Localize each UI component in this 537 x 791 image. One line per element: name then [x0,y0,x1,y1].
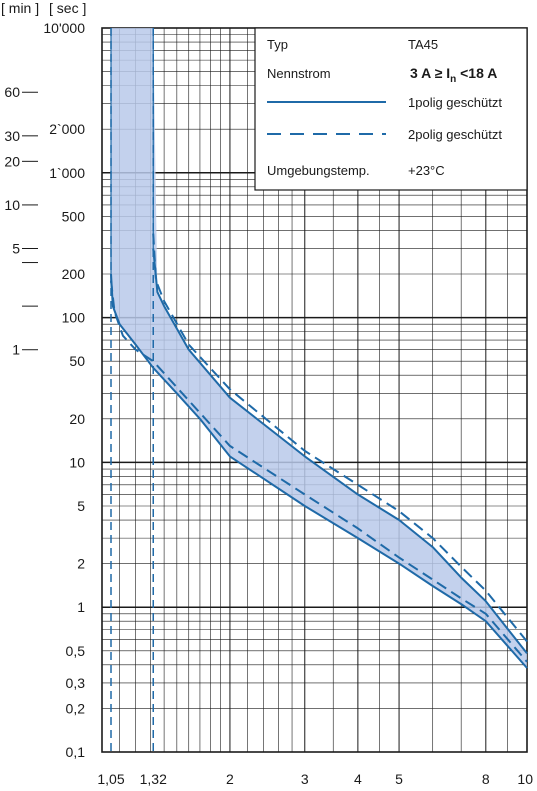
legend-box [254,27,528,191]
x-tick-label: 1,05 [97,771,124,787]
x-tick-label: 2 [226,771,234,787]
y-unit-min-label: [ min ] [1,0,39,16]
x-tick-label: 1,32 [140,771,167,787]
legend-value: +23°C [408,163,445,178]
legend-key: Nennstrom [267,66,331,81]
legend-key: Typ [267,37,288,52]
y-axis-ticks: 10'000 2`000 1`000 500 200 100 50 20 10 5 2 1 0,5 0,3… [4,20,85,760]
series-line-dashed-upper [152,233,528,643]
min-tick-label: 60 [4,84,20,100]
x-tick-label: 4 [354,771,362,787]
min-tick-label: 10 [4,197,20,213]
series-line-solid-upper [152,248,528,655]
y-tick-label: 2`000 [49,121,85,137]
y-tick-label: 0,2 [66,700,86,716]
legend-value: 3 A ≥ In <18 A [410,65,497,85]
series-line-dashed-lower [110,280,528,663]
y-unit-sec-label: [ sec ] [49,0,86,16]
min-tick-label: 5 [12,241,20,257]
y-tick-label: 50 [69,353,85,369]
x-tick-label: 8 [482,771,490,787]
legend-value: TA45 [408,37,438,52]
min-tick-label: 30 [4,128,20,144]
y-tick-label: 2 [77,556,85,572]
y-tick-label: 10'000 [43,20,85,36]
x-axis-ticks: 1,05 1,32 2 3 4 5 8 10 [97,771,533,787]
legend: Typ TA45 Nennstrom 3 A ≥ In <18 A 1polig ges… [254,27,528,191]
y-tick-label: 1 [77,599,85,615]
y-tick-label: 0,1 [66,744,86,760]
min-tick-label: 1 [12,342,20,358]
y-tick-label: 20 [69,411,85,427]
y-tick-label: 5 [77,498,85,514]
legend-value: 1polig geschützt [408,95,502,110]
x-tick-label: 10 [517,771,533,787]
y-tick-label: 1`000 [49,165,85,181]
min-tick-label: 20 [4,153,20,169]
tolerance-band [111,28,527,669]
legend-key: Umgebungstemp. [267,163,370,178]
x-tick-label: 3 [301,771,309,787]
y-tick-label: 0,5 [66,643,86,659]
y-tick-label: 100 [62,310,86,326]
series-group [110,28,528,752]
legend-value: 2polig geschützt [408,127,502,142]
y-tick-label: 10 [69,454,85,470]
y-tick-label: 200 [62,266,86,282]
y-tick-label: 500 [62,208,86,224]
series-line-solid-lower [110,273,528,669]
x-tick-label: 5 [395,771,403,787]
y-tick-label: 0,3 [66,675,86,691]
